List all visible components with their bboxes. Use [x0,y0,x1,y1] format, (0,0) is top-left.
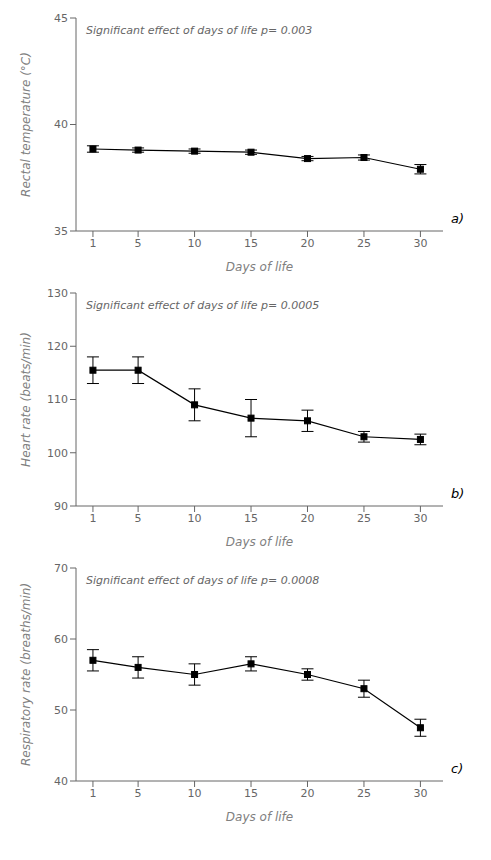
svg-text:15: 15 [244,787,258,800]
html-text:b): b) [451,486,465,501]
svg-text:70: 70 [54,562,68,575]
html-text:Significant effect of days of: Significant effect of days of life p= 0.… [86,24,313,37]
svg-text:10: 10 [188,787,202,800]
svg-text:Rectal temperature (°C): Rectal temperature (°C) [19,52,33,197]
svg-text:Days of life: Days of life [226,260,293,274]
svg-text:120: 120 [47,340,68,353]
svg-text:90: 90 [54,500,68,513]
svg-text:Respiratory rate (breaths/min): Respiratory rate (breaths/min) [19,583,33,766]
svg-text:Heart rate (beats/min): Heart rate (beats/min) [19,332,33,467]
svg-text:10: 10 [188,237,202,250]
svg-text:1: 1 [89,237,96,250]
svg-text:45: 45 [54,12,68,25]
svg-text:Days of life: Days of life [226,810,293,824]
svg-text:130: 130 [47,287,68,300]
svg-text:110: 110 [47,393,68,406]
svg-text:25: 25 [357,237,371,250]
svg-text:1: 1 [89,512,96,525]
html-text:Significant effect of days of: Significant effect of days of life p= 0.… [86,574,320,587]
svg-text:25: 25 [357,512,371,525]
html-text:c): c) [451,761,464,776]
svg-text:20: 20 [300,512,314,525]
svg-text:10: 10 [188,512,202,525]
svg-text:30: 30 [413,787,427,800]
svg-text:5: 5 [135,237,142,250]
svg-text:15: 15 [244,237,258,250]
svg-text:30: 30 [413,237,427,250]
svg-text:60: 60 [54,633,68,646]
svg-text:25: 25 [357,787,371,800]
svg-text:1: 1 [89,787,96,800]
svg-text:Days of life: Days of life [226,535,293,549]
svg-text:30: 30 [413,512,427,525]
svg-text:40: 40 [54,118,68,131]
svg-text:20: 20 [300,237,314,250]
svg-text:5: 5 [135,787,142,800]
svg-text:100: 100 [47,447,68,460]
svg-text:5: 5 [135,512,142,525]
svg-text:35: 35 [54,225,68,238]
svg-text:50: 50 [54,704,68,717]
html-text:a): a) [451,211,464,226]
html-text:Significant effect of days of: Significant effect of days of life p= 0.… [86,299,320,312]
svg-text:40: 40 [54,775,68,788]
svg-text:15: 15 [244,512,258,525]
svg-text:20: 20 [300,787,314,800]
